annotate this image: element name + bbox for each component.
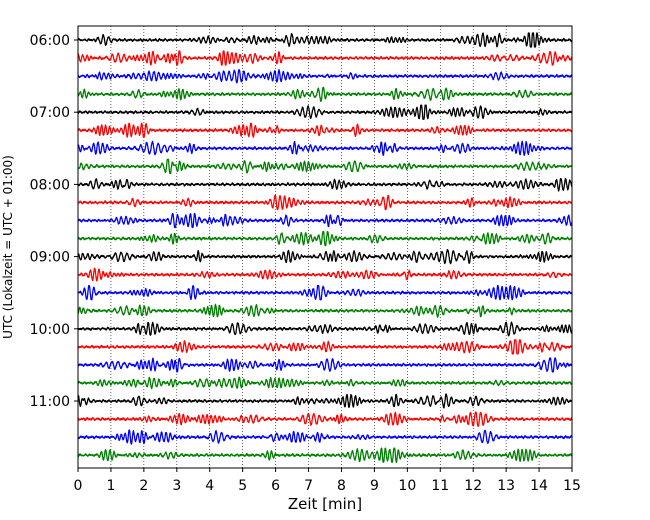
trace-13 bbox=[77, 267, 573, 282]
y-axis-label: UTC (Lokalzeit = UTC + 01:00) bbox=[1, 155, 15, 339]
x-axis-label: Zeit [min] bbox=[288, 495, 362, 513]
trace-23 bbox=[77, 447, 573, 463]
y-tick-label-3: 09:00 bbox=[30, 250, 70, 266]
trace-0 bbox=[77, 32, 573, 48]
trace-11 bbox=[77, 230, 573, 247]
trace-17 bbox=[77, 339, 573, 355]
x-tick-label-0: 0 bbox=[74, 478, 83, 494]
trace-16 bbox=[77, 321, 573, 337]
trace-3 bbox=[77, 86, 573, 102]
trace-19 bbox=[77, 376, 573, 390]
x-tick-label-14: 14 bbox=[530, 478, 548, 494]
trace-12 bbox=[77, 249, 573, 265]
y-axis-ticks: 06:00 07:00 08:00 09:00 10:00 11:00 bbox=[30, 33, 78, 410]
x-tick-label-4: 4 bbox=[205, 478, 214, 494]
trace-20 bbox=[77, 393, 573, 409]
x-tick-label-12: 12 bbox=[464, 478, 482, 494]
y-tick-label-0: 06:00 bbox=[30, 33, 70, 49]
x-tick-label-13: 13 bbox=[497, 478, 515, 494]
trace-6 bbox=[77, 140, 573, 156]
plot-area bbox=[78, 26, 572, 468]
trace-5 bbox=[77, 122, 573, 138]
trace-22 bbox=[77, 429, 573, 445]
x-axis-ticks: 0 1 2 3 4 5 6 7 8 9 10 11 12 13 14 15 bbox=[74, 468, 581, 494]
trace-7 bbox=[77, 158, 573, 175]
seismic-traces bbox=[77, 32, 573, 463]
trace-14 bbox=[77, 285, 573, 301]
trace-1 bbox=[77, 50, 573, 66]
y-tick-label-4: 10:00 bbox=[30, 322, 70, 338]
trace-9 bbox=[77, 194, 573, 211]
trace-2 bbox=[77, 68, 573, 84]
x-tick-label-8: 8 bbox=[337, 478, 346, 494]
trace-10 bbox=[77, 212, 573, 229]
x-tick-label-11: 11 bbox=[431, 478, 449, 494]
trace-15 bbox=[77, 303, 573, 318]
x-tick-label-15: 15 bbox=[563, 478, 581, 494]
y-tick-label-1: 07:00 bbox=[30, 105, 70, 121]
trace-8 bbox=[77, 177, 573, 192]
x-tick-label-5: 5 bbox=[238, 478, 247, 494]
x-tick-label-9: 9 bbox=[370, 478, 379, 494]
x-tick-label-1: 1 bbox=[106, 478, 115, 494]
plot-frame bbox=[77, 25, 573, 469]
trace-21 bbox=[77, 411, 573, 427]
y-tick-label-2: 08:00 bbox=[30, 177, 70, 193]
x-tick-label-6: 6 bbox=[271, 478, 280, 494]
y-tick-label-5: 11:00 bbox=[30, 394, 70, 410]
trace-18 bbox=[77, 357, 573, 373]
x-tick-label-3: 3 bbox=[172, 478, 181, 494]
x-tick-label-2: 2 bbox=[139, 478, 148, 494]
x-tick-label-7: 7 bbox=[304, 478, 313, 494]
trace-4 bbox=[77, 104, 573, 120]
x-tick-label-10: 10 bbox=[398, 478, 416, 494]
